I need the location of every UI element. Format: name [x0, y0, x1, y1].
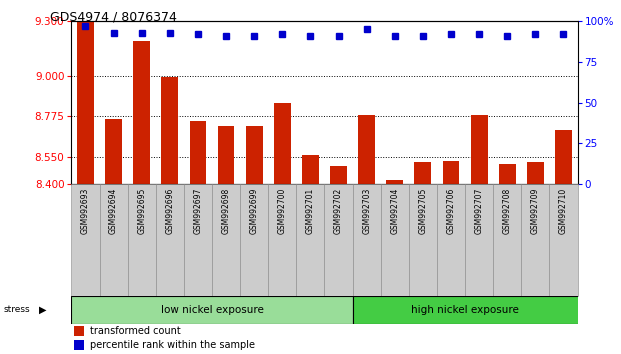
Bar — [521, 184, 550, 296]
Bar — [437, 184, 465, 296]
Bar — [353, 296, 592, 324]
Text: GSM992700: GSM992700 — [278, 187, 287, 234]
Bar — [212, 184, 240, 296]
Text: GSM992703: GSM992703 — [362, 187, 371, 234]
Text: GSM992710: GSM992710 — [559, 187, 568, 234]
Text: transformed count: transformed count — [89, 326, 180, 336]
Bar — [74, 340, 84, 350]
Bar — [246, 126, 263, 184]
Bar — [189, 121, 206, 184]
Bar — [71, 296, 353, 324]
Text: low nickel exposure: low nickel exposure — [161, 305, 263, 315]
Text: GSM992699: GSM992699 — [250, 187, 259, 234]
Text: GSM992702: GSM992702 — [334, 187, 343, 234]
Bar — [471, 115, 487, 184]
Bar — [409, 184, 437, 296]
Bar — [358, 115, 375, 184]
Bar — [217, 126, 235, 184]
Bar — [493, 184, 521, 296]
Bar — [465, 184, 493, 296]
Text: GSM992695: GSM992695 — [137, 187, 146, 234]
Text: GSM992708: GSM992708 — [503, 187, 512, 234]
Bar — [555, 130, 572, 184]
Text: GSM992698: GSM992698 — [222, 187, 230, 234]
Bar — [550, 184, 578, 296]
Bar — [443, 161, 460, 184]
Text: GSM992704: GSM992704 — [390, 187, 399, 234]
Bar — [268, 184, 296, 296]
Text: GDS4974 / 8076374: GDS4974 / 8076374 — [50, 11, 176, 24]
Bar — [302, 155, 319, 184]
Text: percentile rank within the sample: percentile rank within the sample — [89, 340, 255, 350]
Text: GSM992709: GSM992709 — [531, 187, 540, 234]
Bar — [128, 184, 156, 296]
Text: ▶: ▶ — [39, 305, 47, 315]
Bar — [134, 41, 150, 184]
Text: GSM992697: GSM992697 — [194, 187, 202, 234]
Bar — [105, 119, 122, 184]
Bar — [527, 162, 544, 184]
Bar — [99, 184, 128, 296]
Bar — [71, 184, 99, 296]
Text: GSM992705: GSM992705 — [419, 187, 427, 234]
Bar — [381, 184, 409, 296]
Text: GSM992706: GSM992706 — [446, 187, 455, 234]
Text: GSM992696: GSM992696 — [165, 187, 175, 234]
Bar — [240, 184, 268, 296]
Text: stress: stress — [3, 305, 30, 314]
Bar — [156, 184, 184, 296]
Text: GSM992707: GSM992707 — [474, 187, 484, 234]
Text: GSM992694: GSM992694 — [109, 187, 118, 234]
Bar — [161, 77, 178, 184]
Bar — [74, 326, 84, 336]
Text: GSM992701: GSM992701 — [306, 187, 315, 234]
Bar — [325, 184, 353, 296]
Bar — [386, 181, 403, 184]
Text: high nickel exposure: high nickel exposure — [411, 305, 519, 315]
Bar — [184, 184, 212, 296]
Bar — [274, 103, 291, 184]
Bar — [330, 166, 347, 184]
Text: GSM992693: GSM992693 — [81, 187, 90, 234]
Bar — [296, 184, 325, 296]
Bar — [499, 164, 515, 184]
Bar — [77, 21, 94, 184]
Bar — [353, 184, 381, 296]
Bar — [414, 162, 432, 184]
